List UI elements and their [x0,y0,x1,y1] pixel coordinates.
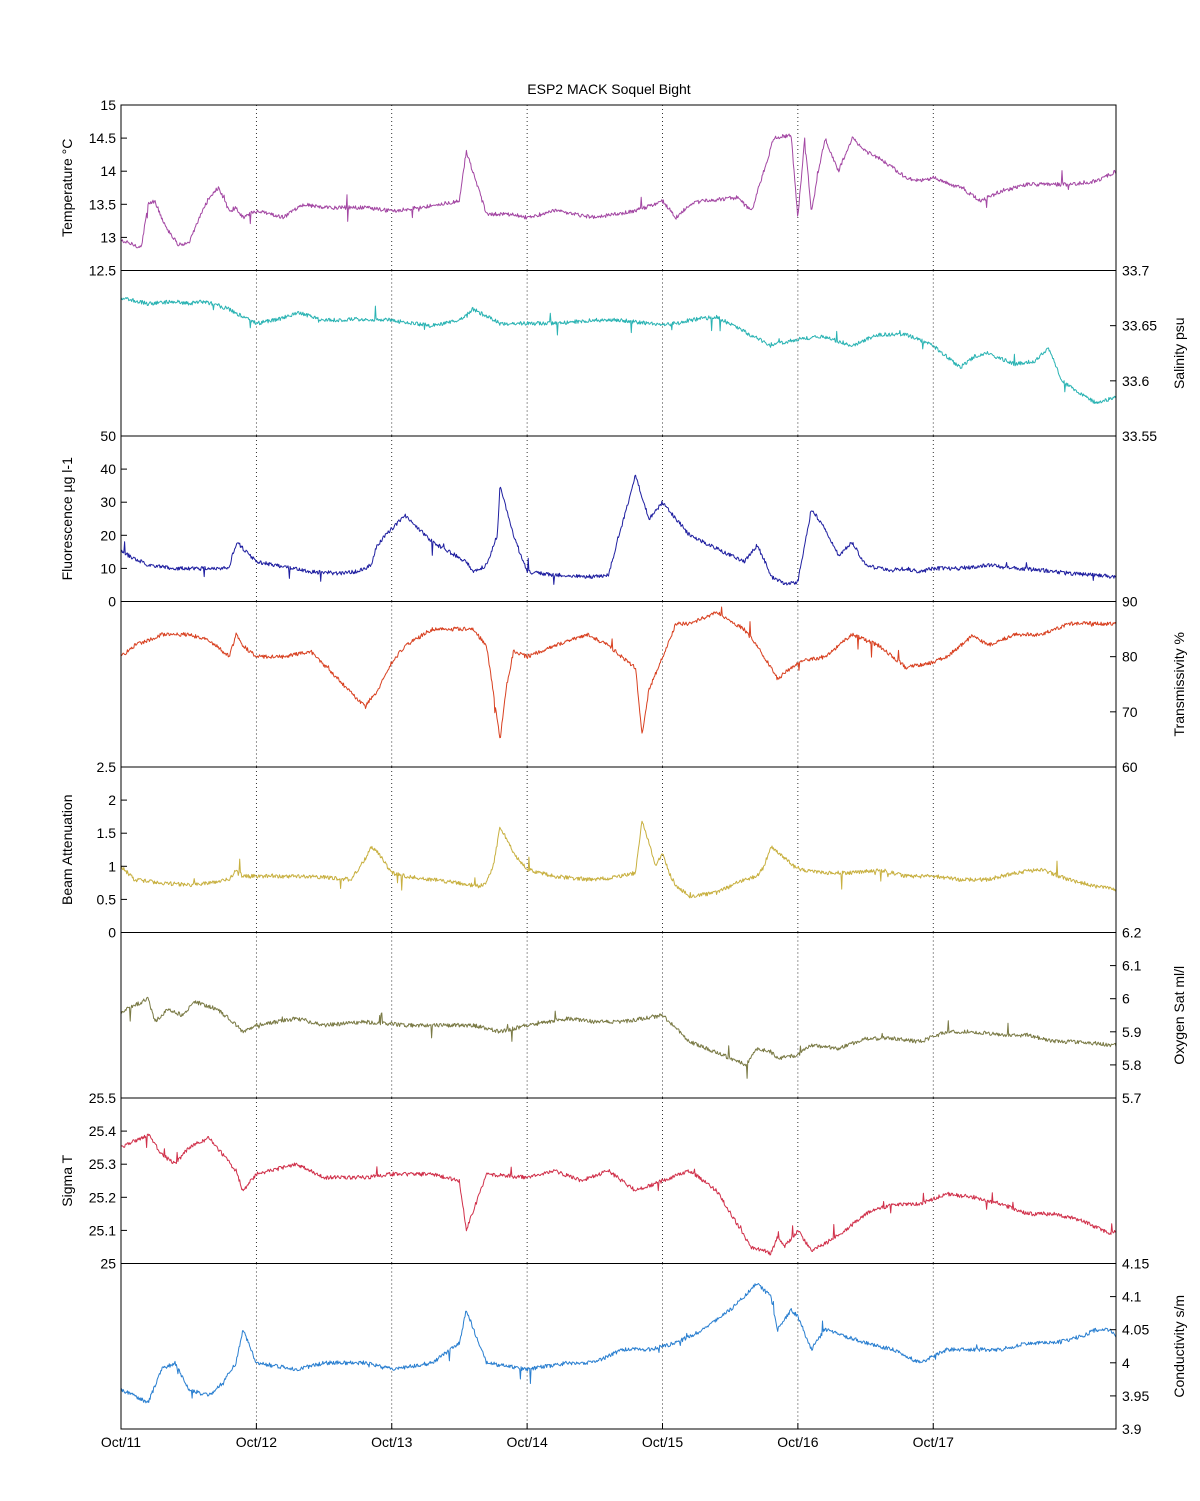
y-tick-label: 80 [1122,649,1138,665]
y-tick-label: 13 [100,229,116,245]
panel-frame [120,1097,1117,1264]
y-tick-label: 4.05 [1122,1322,1149,1338]
series-line [120,996,1117,1079]
y-tick-label: 14 [100,163,116,179]
y-tick-label: 5.9 [1122,1024,1142,1040]
panel-frame [120,1263,1117,1430]
x-tick-label: Oct/13 [371,1434,412,1450]
panel-frame [120,932,1117,1099]
y-tick-label: 20 [100,527,116,543]
y-tick-label: 33.65 [1122,318,1157,334]
series-line [120,1133,1117,1256]
y-axis-label: Conductivity s/m [1171,1295,1187,1398]
y-tick-label: 0 [108,594,116,610]
y-axis-label: Sigma T [59,1154,75,1206]
y-tick-label: 33.6 [1122,373,1149,389]
y-axis-label: Oxygen Sat ml/l [1171,966,1187,1065]
y-tick-label: 33.7 [1122,263,1149,279]
y-tick-label: 25.3 [89,1156,116,1172]
series-line [120,474,1117,586]
series-line [120,133,1117,249]
y-tick-label: 25 [100,1256,116,1272]
panel-6: 5.7 5.8 5.9 6 6.1 6.2 Oxygen Sat ml/l [120,925,1187,1106]
figure-title: ESP2 MACK Soquel Bight [527,81,691,97]
y-tick-label: 25.1 [89,1222,116,1238]
y-axis-label: Transmissivity % [1171,632,1187,737]
y-tick-label: 90 [1122,594,1138,610]
y-axis-label: Fluorescence µg l-1 [59,457,75,580]
y-tick-label: 4 [1122,1355,1130,1371]
y-tick-label: 6.1 [1122,958,1142,974]
x-tick-label: Oct/12 [236,1434,277,1450]
x-axis: Oct/11 Oct/12 Oct/13 Oct/14 Oct/15 Oct/16 Oct/… [101,1423,954,1450]
y-tick-label: 4.15 [1122,1256,1149,1272]
y-tick-label: 15 [100,97,116,113]
panel-1: 12.5 13 13.5 14 14.5 15 Temperature °C [59,97,1117,279]
panel-frame [120,270,1117,437]
y-axis-label: Temperature °C [59,139,75,237]
y-tick-label: 70 [1122,704,1138,720]
y-tick-label: 0 [108,925,116,941]
y-tick-label: 3.9 [1122,1421,1142,1437]
y-tick-label: 1 [108,858,116,874]
panel-frame [120,435,1117,602]
y-axis-label: Salinity psu [1171,317,1187,389]
y-tick-label: 2 [108,792,116,808]
y-tick-label: 25.5 [89,1090,116,1106]
panel-frame [120,601,1117,768]
y-tick-label: 12.5 [89,263,116,279]
y-tick-label: 6.2 [1122,925,1142,941]
y-tick-label: 4.1 [1122,1289,1142,1305]
panel-2: 33.55 33.6 33.65 33.7 Salinity psu [120,263,1187,444]
y-tick-label: 13.5 [89,196,116,212]
y-tick-label: 30 [100,494,116,510]
x-tick-label: Oct/14 [506,1434,547,1450]
y-tick-label: 40 [100,461,116,477]
y-tick-label: 1.5 [97,825,117,841]
y-tick-label: 5.7 [1122,1090,1142,1106]
y-tick-label: 33.55 [1122,428,1157,444]
panel-frame [120,104,1117,271]
panel-frame [120,766,1117,933]
y-tick-label: 2.5 [97,759,117,775]
series-line [120,297,1117,404]
y-tick-label: 6 [1122,991,1130,1007]
x-tick-label: Oct/16 [777,1434,818,1450]
x-tick-label: Oct/17 [913,1434,954,1450]
series-line [120,820,1117,899]
y-tick-label: 0.5 [97,891,117,907]
panel-5: 0 0.5 1 1.5 2 2.5 Beam Attenuation [59,759,1117,941]
y-axis-label: Beam Attenuation [59,794,75,905]
x-tick-label: Oct/11 [101,1434,141,1450]
y-tick-label: 10 [100,560,116,576]
series-line [120,1283,1117,1404]
panel-3: 0 10 20 30 40 50 Fluorescence µg l-1 [59,428,1117,610]
y-tick-label: 3.95 [1122,1388,1149,1404]
y-tick-label: 60 [1122,759,1138,775]
panel-7: 25 25.1 25.2 25.3 25.4 25.5 Sigma T [59,1090,1117,1272]
y-tick-label: 25.4 [89,1123,116,1139]
panel-4: 60 70 80 90 Transmissivity % [120,594,1187,775]
y-tick-label: 5.8 [1122,1057,1142,1073]
panel-8: 3.9 3.95 4 4.05 4.1 4.15 Conductivity s/m [120,1256,1187,1437]
series-line [120,606,1117,739]
y-tick-label: 14.5 [89,130,116,146]
y-tick-label: 50 [100,428,116,444]
x-tick-label: Oct/15 [642,1434,683,1450]
y-tick-label: 25.2 [89,1189,116,1205]
